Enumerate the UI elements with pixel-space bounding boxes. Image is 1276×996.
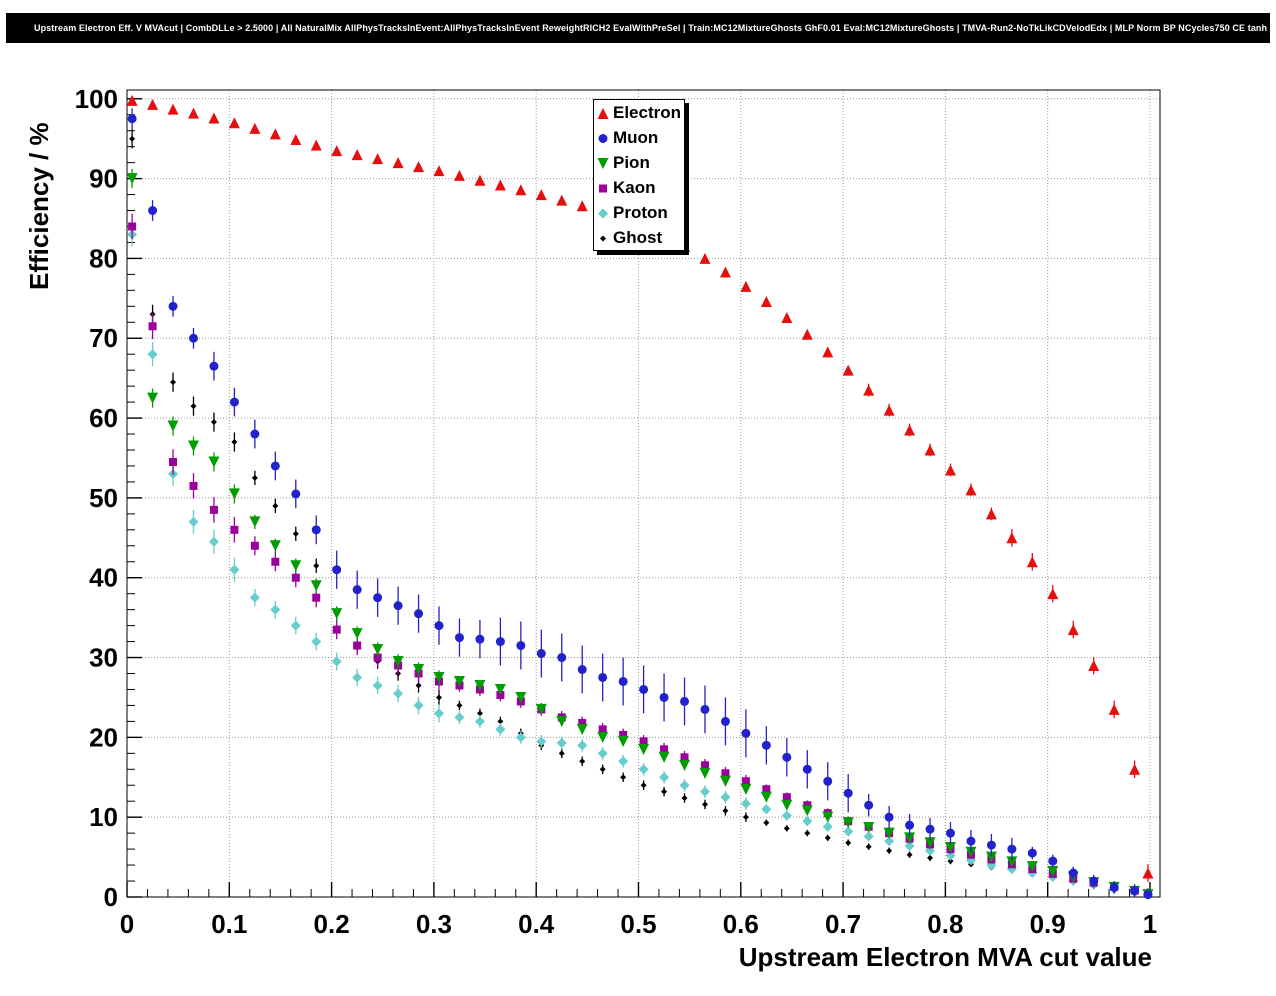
series-pion: [126, 169, 1154, 901]
legend-item-kaon: Kaon: [594, 175, 684, 200]
svg-text:0: 0: [104, 882, 118, 912]
svg-text:0.3: 0.3: [416, 909, 452, 939]
svg-text:0: 0: [120, 909, 134, 939]
legend-label: Electron: [613, 102, 682, 122]
svg-text:0.1: 0.1: [211, 909, 247, 939]
legend-item-electron: Electron: [594, 100, 684, 125]
small-diamond-icon: [600, 235, 606, 241]
diamond-icon: [598, 208, 608, 218]
legend-item-proton: Proton: [594, 200, 684, 225]
svg-text:0.5: 0.5: [620, 909, 656, 939]
circle-icon: [598, 133, 608, 143]
legend-item-ghost: Ghost: [594, 225, 684, 250]
x-axis-tick-labels: 0 0.1 0.2 0.3 0.4 0.5 0.6 0.7 0.8 0.9 1: [120, 909, 1157, 939]
svg-text:20: 20: [89, 722, 118, 752]
legend-item-pion: Pion: [594, 150, 684, 175]
series-proton: [127, 222, 1153, 900]
svg-text:80: 80: [89, 243, 118, 273]
grid-lines: [127, 90, 1160, 897]
series-kaon: [128, 213, 1152, 898]
series-muon: [127, 108, 1153, 900]
legend: Electron Muon Pion Kaon Proton Ghost: [593, 99, 685, 251]
square-icon: [599, 184, 607, 192]
triangle-up-icon: [597, 107, 609, 119]
triangle-down-icon: [597, 157, 609, 169]
svg-text:0.8: 0.8: [927, 909, 963, 939]
title-bar: Upstream Electron Eff. V MVAcut | CombDL…: [6, 13, 1270, 43]
svg-text:100: 100: [75, 84, 118, 114]
y-axis-title: Efficiency / %: [24, 122, 54, 290]
svg-text:90: 90: [89, 164, 118, 194]
legend-label: Pion: [613, 152, 650, 172]
svg-text:0.7: 0.7: [825, 909, 861, 939]
legend-label: Ghost: [613, 227, 663, 247]
svg-text:30: 30: [89, 643, 118, 673]
svg-text:70: 70: [89, 323, 118, 353]
legend-label: Proton: [613, 202, 668, 222]
svg-text:0.4: 0.4: [518, 909, 555, 939]
x-axis-title: Upstream Electron MVA cut value: [738, 942, 1152, 972]
plot-frame: [126, 89, 1161, 898]
legend-label: Kaon: [613, 177, 656, 197]
svg-text:0.9: 0.9: [1030, 909, 1066, 939]
svg-text:1: 1: [1143, 909, 1157, 939]
svg-text:60: 60: [89, 403, 118, 433]
svg-text:40: 40: [89, 563, 118, 593]
legend-label: Muon: [613, 127, 659, 147]
plot-title: Upstream Electron Eff. V MVAcut | CombDL…: [34, 23, 1270, 33]
legend-item-muon: Muon: [594, 125, 684, 150]
y-axis-tick-labels: 0 10 20 30 40 50 60 70 80 90 100: [75, 84, 118, 912]
svg-text:10: 10: [89, 802, 118, 832]
svg-text:50: 50: [89, 483, 118, 513]
svg-text:0.6: 0.6: [723, 909, 759, 939]
svg-text:0.2: 0.2: [314, 909, 350, 939]
axis-ticks: [126, 98, 1151, 898]
